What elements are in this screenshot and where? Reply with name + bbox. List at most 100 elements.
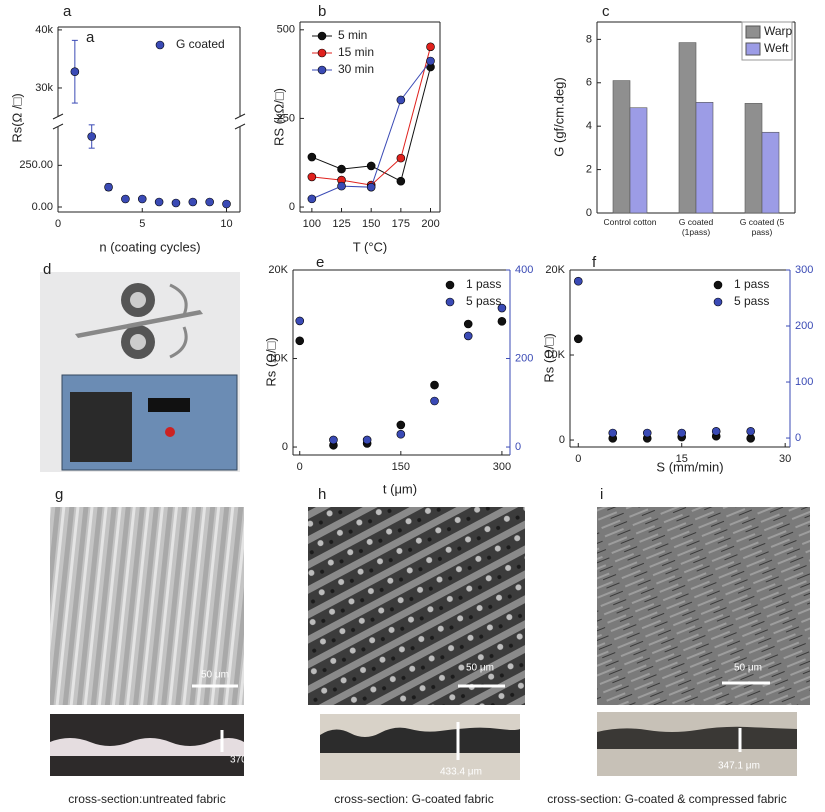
x-tick-label: 125	[332, 218, 350, 230]
panel-label: a	[63, 3, 72, 20]
x-tick-label: G coated (5 pass)	[739, 217, 785, 237]
data-point	[171, 198, 181, 208]
y-tick-label: 300	[795, 264, 813, 276]
y-tick-label: 20K	[268, 264, 288, 276]
data-point	[677, 428, 687, 438]
y-tick-label: 40k	[35, 24, 53, 36]
legend-marker	[155, 40, 165, 50]
x-tick-label: 175	[392, 218, 410, 230]
coated-layer	[320, 727, 520, 753]
x-axis-label: t (μm)	[383, 481, 417, 496]
data-point	[337, 181, 346, 191]
data-point	[396, 420, 406, 430]
y-tick-label: 200	[795, 320, 813, 332]
thickness-label: 347.1 μm	[718, 761, 760, 772]
legend-marker	[445, 280, 455, 290]
y-tick-label: 100	[795, 376, 813, 388]
y-tick-label: 0	[289, 201, 295, 213]
legend-marker	[317, 31, 327, 41]
data-point	[366, 161, 376, 171]
panel-label: f	[592, 254, 597, 271]
scale-bar-label: 50 μm	[201, 670, 229, 681]
data-point	[104, 182, 113, 192]
legend-marker	[445, 297, 455, 307]
legend-marker	[713, 297, 723, 307]
y-tick-label: 0	[586, 207, 592, 219]
roller-core	[130, 292, 146, 308]
legend-label: 15 min	[338, 45, 374, 59]
panel-label: h	[318, 486, 326, 503]
fiber-layer	[50, 738, 244, 756]
data-point	[426, 42, 435, 52]
data-point	[430, 380, 439, 390]
data-point	[121, 194, 130, 204]
y-axis-label: RS (kΩ/□)	[271, 88, 286, 146]
x-tick-label: 200	[421, 218, 439, 230]
legend-swatch	[745, 25, 761, 39]
data-point	[396, 429, 406, 439]
legend-label: 1 pass	[734, 277, 769, 291]
y-tick-label: 0	[795, 432, 801, 444]
data-point	[463, 319, 473, 329]
y-tick-label: 500	[277, 24, 295, 36]
legend-label: 5 min	[338, 28, 367, 42]
y-tick-label: 10K	[268, 352, 288, 364]
bar	[695, 102, 714, 214]
data-point	[295, 336, 305, 346]
roller-core	[130, 334, 146, 350]
scale-bar-label: 50 μm	[466, 663, 494, 674]
y-tick-label: 200	[515, 352, 533, 364]
legend-label: Warp	[764, 24, 793, 38]
y-tick-label: 10K	[545, 349, 565, 361]
data-point	[154, 197, 164, 207]
data-point	[307, 172, 317, 182]
axis-break	[234, 123, 246, 130]
scale-bar-label: 50 μm	[734, 663, 762, 674]
axis-break	[52, 113, 64, 120]
x-axis-label: n (coating cycles)	[99, 239, 200, 254]
y-axis-label: Rs (Ω/□)	[541, 333, 556, 382]
x-tick-label: 100	[303, 218, 321, 230]
legend-swatch	[745, 42, 761, 56]
x-tick-label: 0	[55, 218, 61, 230]
data-point	[188, 197, 198, 207]
x-tick-label: 15	[676, 453, 688, 465]
caption: cross-section:untreated fabric	[68, 792, 225, 806]
data-point	[222, 199, 231, 209]
data-point	[137, 194, 147, 204]
panel-label: b	[318, 3, 326, 20]
y-tick-label: 250.00	[19, 159, 53, 171]
data-point	[608, 428, 618, 438]
panel-label: d	[43, 261, 51, 278]
data-point	[711, 427, 721, 436]
data-point	[337, 164, 346, 174]
data-point	[307, 152, 317, 162]
y-tick-label: 2	[586, 163, 592, 175]
legend-label: 5 pass	[734, 294, 769, 308]
y-tick-label: 400	[515, 264, 533, 276]
y-tick-label: 8	[586, 33, 592, 45]
data-point	[497, 303, 507, 313]
data-point	[307, 194, 317, 204]
caption: cross-section: G-coated & compressed fab…	[547, 792, 786, 806]
x-tick-label: 30	[779, 453, 791, 465]
legend-label: 5 pass	[466, 294, 501, 308]
data-point	[746, 427, 755, 436]
bar	[744, 103, 763, 214]
x-tick-label: 5	[139, 218, 145, 230]
x-tick-label: 10	[220, 218, 232, 230]
legend-label: G coated	[176, 37, 225, 51]
machine-window	[70, 392, 132, 462]
data-point	[205, 197, 214, 207]
data-point	[463, 331, 473, 341]
caption: cross-section: G-coated fabric	[334, 792, 493, 806]
thickness-label: 433.4 μm	[440, 767, 482, 778]
y-axis-label: Rs (Ω/□)	[263, 337, 278, 386]
data-point	[497, 317, 507, 326]
bar	[612, 80, 631, 214]
x-axis-label: T (°C)	[353, 239, 388, 254]
series-line	[311, 60, 431, 200]
thickness-label: 370.8 μm	[230, 755, 272, 766]
